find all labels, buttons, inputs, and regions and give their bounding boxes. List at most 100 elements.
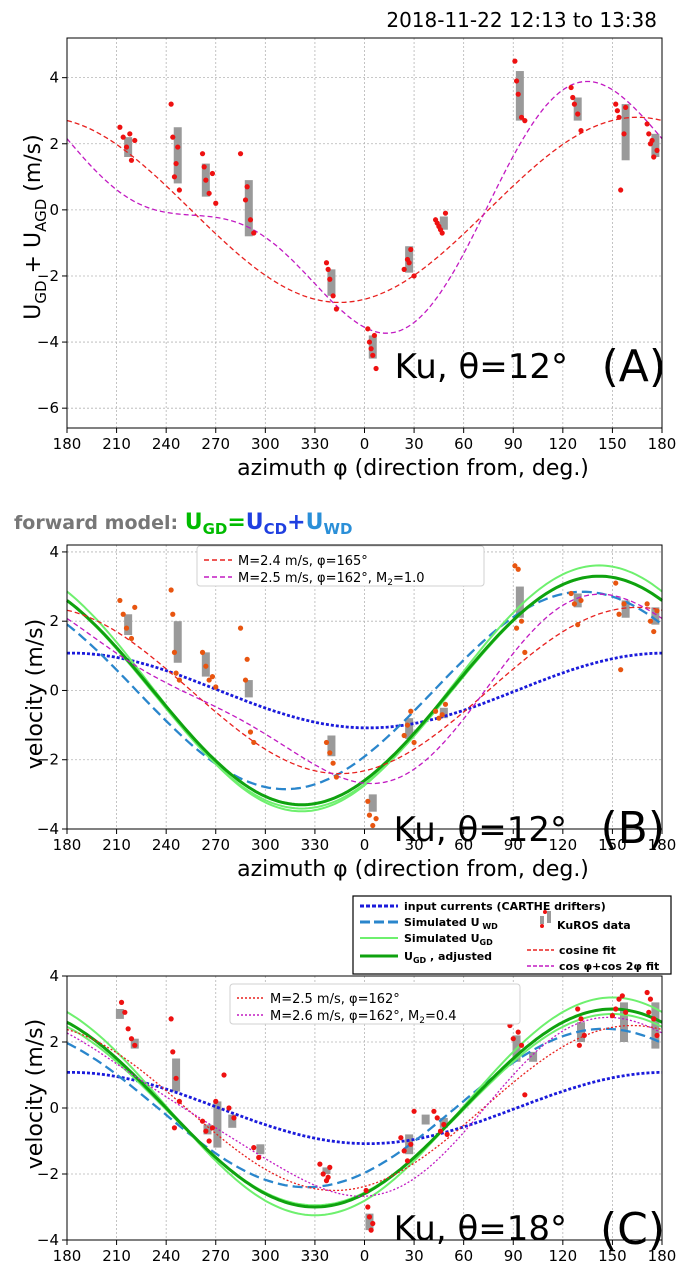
- x-tick-label: 270: [201, 435, 230, 453]
- fit-curve: [66, 1016, 663, 1197]
- data-point: [373, 365, 379, 372]
- data-point: [242, 677, 249, 683]
- data-point: [209, 1125, 216, 1131]
- data-point: [401, 732, 407, 739]
- data-point: [333, 306, 340, 312]
- y-tick-label: −2: [37, 1165, 59, 1183]
- data-point: [510, 1036, 516, 1042]
- x-tick-label: 150: [598, 1247, 627, 1265]
- data-point: [401, 266, 407, 272]
- kuros-bar: [228, 1114, 237, 1128]
- data-point: [122, 1009, 128, 1015]
- x-tick-label: 330: [301, 836, 330, 854]
- data-point: [256, 1154, 262, 1161]
- kuros-bar: [405, 718, 414, 739]
- kuros-bar: [651, 133, 660, 157]
- data-point: [325, 1174, 331, 1180]
- data-point: [441, 1121, 447, 1128]
- data-point: [330, 760, 336, 766]
- fit-curve: [66, 593, 663, 785]
- data-point: [132, 604, 138, 610]
- data-point: [199, 151, 206, 157]
- data-point: [614, 108, 620, 114]
- panel-a-yticks: −6 −4 −2 0 2 4: [37, 69, 67, 417]
- kuros-bar: [322, 1167, 331, 1174]
- data-point: [171, 649, 178, 655]
- x-tick-label: 210: [102, 435, 131, 453]
- data-point: [518, 1042, 525, 1048]
- kuros-bar: [439, 216, 448, 230]
- data-point: [616, 114, 622, 120]
- x-tick-label: 180: [53, 435, 82, 453]
- main-legend: input currents (CARTHE drifters) Simulat…: [352, 895, 672, 975]
- data-point: [325, 266, 331, 272]
- x-tick-label: 210: [102, 1247, 131, 1265]
- x-tick-label: 30: [405, 836, 424, 854]
- data-point: [226, 1105, 232, 1111]
- data-point: [623, 104, 629, 111]
- panel-a-xlabel: azimuth φ (direction from, deg.): [237, 456, 589, 481]
- data-point: [365, 798, 371, 804]
- data-point: [203, 1128, 209, 1134]
- data-point: [170, 611, 176, 617]
- y-tick-label: −4: [37, 820, 59, 838]
- panel-b-legend-cos2: M=2.5 m/s, φ=162°, M2=1.0: [238, 571, 425, 588]
- data-point: [117, 124, 123, 130]
- data-point: [125, 1026, 131, 1032]
- data-point: [132, 1042, 138, 1048]
- x-tick-label: 180: [53, 836, 82, 854]
- data-point: [401, 1148, 407, 1154]
- data-point: [616, 996, 622, 1002]
- data-point: [578, 1016, 584, 1022]
- data-point: [578, 127, 584, 134]
- data-point: [213, 200, 219, 206]
- data-point: [411, 739, 417, 746]
- data-point: [654, 608, 660, 614]
- fit-curve: [66, 590, 663, 791]
- panel-c-legend-cosine: M=2.5 m/s, φ=162°: [270, 992, 400, 1007]
- main-legend-sim-wd: Simulated U WD: [404, 916, 498, 931]
- data-point: [512, 563, 518, 569]
- data-point: [231, 1115, 237, 1121]
- data-point: [242, 197, 249, 203]
- x-tick-label: 270: [201, 1247, 230, 1265]
- x-tick-label: 300: [251, 836, 280, 854]
- data-point: [176, 187, 182, 193]
- kuros-bar: [621, 600, 630, 618]
- data-point: [330, 293, 336, 299]
- data-point: [171, 174, 178, 180]
- main-legend-box: [352, 895, 672, 975]
- date-range: 2018-11-22 12:13 to 13:38: [386, 8, 657, 32]
- fit-curve: [66, 116, 663, 304]
- x-tick-label: 330: [301, 1247, 330, 1265]
- x-tick-label: 300: [251, 1247, 280, 1265]
- panel-b-ylabel: velocity (m/s): [23, 619, 48, 769]
- y-tick-label: 4: [49, 543, 59, 561]
- x-tick-label: 240: [152, 435, 181, 453]
- data-point: [609, 1013, 616, 1019]
- panel-c-letter: (C): [600, 1204, 665, 1255]
- data-point: [206, 677, 212, 683]
- data-point: [365, 326, 371, 332]
- x-tick-label: 120: [549, 435, 578, 453]
- x-tick-label: 240: [152, 836, 181, 854]
- data-point: [613, 1006, 619, 1012]
- data-point: [117, 597, 123, 604]
- data-point: [368, 346, 374, 352]
- data-point: [647, 996, 654, 1002]
- data-point: [434, 1115, 440, 1121]
- data-point: [644, 121, 650, 127]
- data-point: [408, 246, 414, 253]
- data-point: [439, 712, 445, 718]
- panel-c-bars: [115, 1002, 660, 1231]
- main-legend-swatch-kuros-dot: [540, 924, 544, 928]
- data-point: [522, 118, 528, 124]
- data-point: [173, 160, 179, 167]
- x-tick-label: 0: [360, 1247, 370, 1265]
- data-point: [327, 1164, 333, 1170]
- panel-b-xlabel: azimuth φ (direction from, deg.): [237, 857, 589, 882]
- panel-a-xticks: 180 210 240 270 300 330 0 30 60 90 120 150 180: [53, 428, 676, 453]
- panel-a-points: [117, 58, 660, 372]
- data-point: [170, 1049, 176, 1055]
